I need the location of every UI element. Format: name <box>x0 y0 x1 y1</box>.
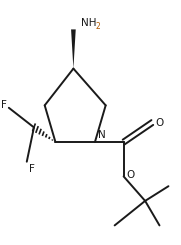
Text: O: O <box>155 118 163 127</box>
Text: 2: 2 <box>96 22 101 31</box>
Text: N: N <box>98 130 105 140</box>
Text: NH: NH <box>81 18 96 28</box>
Text: O: O <box>126 170 134 180</box>
Polygon shape <box>71 29 76 69</box>
Text: F: F <box>29 164 34 174</box>
Text: F: F <box>1 100 7 110</box>
